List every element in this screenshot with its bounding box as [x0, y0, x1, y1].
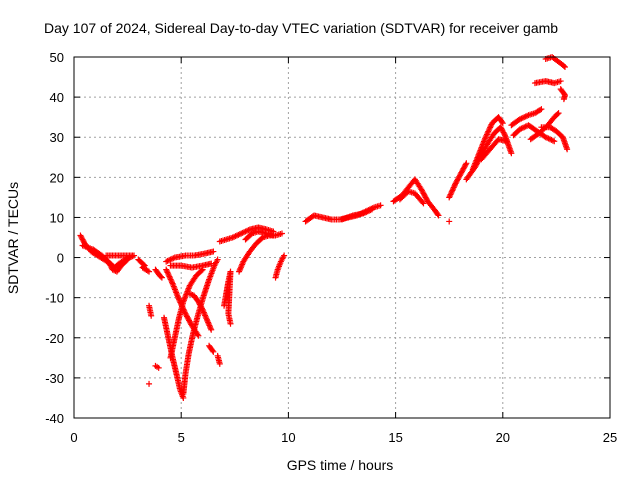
- satellite-track: [531, 78, 564, 87]
- satellite-track: [146, 380, 153, 387]
- satellite-track: [79, 242, 131, 275]
- satellite-track: [206, 342, 217, 355]
- plot-frame: [73, 56, 611, 419]
- data-point: [157, 273, 164, 280]
- y-tick-label: 30: [50, 130, 64, 145]
- y-tick-label: 10: [50, 210, 64, 225]
- satellite-track: [221, 268, 234, 327]
- x-axis-label: GPS time / hours: [287, 457, 394, 473]
- satellite-track: [167, 260, 215, 271]
- satellite-track: [446, 160, 470, 201]
- satellite-track: [167, 266, 206, 361]
- data-point: [538, 106, 545, 113]
- y-tick-label: -40: [45, 411, 64, 426]
- data-point: [158, 274, 165, 281]
- data-point: [198, 305, 205, 312]
- data-point: [278, 230, 285, 237]
- data-point: [463, 160, 470, 167]
- x-tick-label: 0: [70, 430, 77, 445]
- y-tick-label: 20: [50, 170, 64, 185]
- data-point: [504, 138, 511, 145]
- data-point: [435, 212, 442, 219]
- satellite-track: [214, 352, 223, 367]
- data-point: [420, 200, 427, 207]
- data-point: [434, 211, 441, 218]
- data-point: [462, 161, 469, 168]
- x-tick-label: 20: [496, 430, 510, 445]
- data-point: [209, 347, 216, 354]
- data-point: [554, 111, 561, 118]
- data-point: [208, 326, 215, 333]
- x-tick-label: 5: [178, 430, 185, 445]
- satellite-track: [152, 266, 165, 281]
- satellite-track: [242, 228, 277, 243]
- satellite-track: [396, 188, 427, 207]
- satellite-track: [180, 256, 221, 397]
- satellite-track: [186, 290, 215, 333]
- data-point: [155, 364, 162, 371]
- data-point: [377, 202, 384, 209]
- x-tick-label: 25: [603, 430, 617, 445]
- data-point: [498, 118, 505, 125]
- data-point: [210, 248, 217, 255]
- satellite-track: [216, 224, 277, 245]
- satellite-track: [508, 106, 545, 129]
- satellite-track: [135, 256, 153, 275]
- data-point: [210, 348, 217, 355]
- y-axis-label: SDTVAR / TECUs: [5, 182, 21, 294]
- data-point: [564, 146, 571, 153]
- data-point: [560, 96, 567, 103]
- satellite-track: [538, 124, 571, 153]
- satellite-track: [339, 206, 376, 223]
- data-point: [281, 252, 288, 259]
- data-point: [551, 138, 558, 145]
- data-point: [146, 380, 153, 387]
- data-point: [537, 106, 544, 113]
- data-point: [555, 110, 562, 117]
- data-point: [195, 332, 202, 339]
- y-tick-label: -20: [45, 331, 64, 346]
- data-point: [561, 64, 568, 71]
- data-point: [446, 218, 453, 225]
- x-tick-label: 10: [281, 430, 295, 445]
- data-point: [148, 312, 155, 319]
- satellite-track: [557, 86, 568, 103]
- satellite-track: [163, 248, 217, 265]
- satellite-track: [446, 218, 453, 225]
- data-point: [144, 267, 151, 274]
- data-point: [208, 260, 215, 267]
- y-tick-label: -10: [45, 291, 64, 306]
- data-point: [501, 130, 508, 137]
- data-point: [560, 63, 567, 70]
- data-point: [227, 320, 234, 327]
- data-point: [124, 256, 131, 263]
- grid-layer: [74, 57, 610, 418]
- satellite-track: [146, 302, 155, 319]
- satellite-track: [152, 362, 162, 371]
- satellite-track: [542, 54, 568, 71]
- y-tick-label: 0: [57, 251, 64, 266]
- axis-ticks: 0 5 10 15 20 25 -40 -30 -20 -10 0 10 20 30 40 50: [45, 50, 617, 445]
- data-point: [270, 232, 277, 239]
- satellite-track: [272, 252, 288, 281]
- y-tick-label: -30: [45, 371, 64, 386]
- data-point: [499, 120, 506, 127]
- satellite-track: [469, 114, 506, 173]
- data-point: [123, 257, 130, 264]
- chart-title: Day 107 of 2024, Sidereal Day-to-day VTE…: [44, 20, 558, 36]
- data-point: [216, 360, 223, 367]
- x-tick-label: 15: [388, 430, 402, 445]
- data-point: [146, 268, 153, 275]
- y-tick-label: 50: [50, 50, 64, 65]
- satellite-track: [77, 232, 138, 271]
- data-points: [77, 54, 571, 401]
- data-point: [557, 78, 564, 85]
- data-point: [369, 206, 376, 213]
- data-point: [419, 199, 426, 206]
- satellite-track: [478, 136, 511, 163]
- data-point: [214, 256, 221, 263]
- data-point: [508, 150, 515, 157]
- y-tick-label: 40: [50, 90, 64, 105]
